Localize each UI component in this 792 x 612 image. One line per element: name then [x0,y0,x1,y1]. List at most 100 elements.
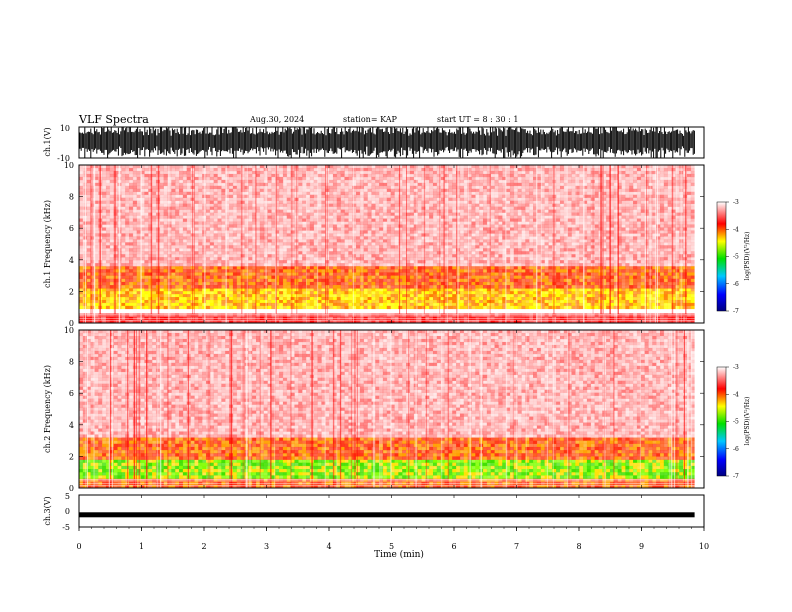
spectrogram-cell [229,197,234,201]
spectrogram-cell [182,170,188,175]
spectrogram-cell [413,285,418,289]
spectrogram-cell [633,299,638,304]
spectrogram-cell [525,302,530,307]
spectrogram-cell [171,194,176,199]
spectrogram-cell [171,182,176,187]
spectrogram-cell [175,251,180,255]
spectrogram-cell [329,266,334,270]
spectrogram-cell [102,299,107,304]
spectrogram-cell [205,200,211,204]
spectrogram-cell [602,319,607,323]
spectrogram-cell [356,313,361,317]
spectrogram-cell [252,242,257,246]
spectrogram-cell [163,203,168,207]
spectrogram-cell [90,291,95,295]
spectrogram-cell [536,305,542,310]
spectrogram-cell [467,297,472,301]
spectrogram-cell [544,285,549,289]
spectrogram-cell [148,215,153,219]
spectrogram-cell [163,206,168,210]
spectrogram-cell [652,285,657,289]
spectrogram-cell [182,257,188,261]
spectrogram-cell [402,272,407,276]
spectrogram-cell [179,173,184,178]
spectrogram-cell [148,203,153,207]
spectrogram-cell [652,291,657,295]
spectrogram-cell [621,305,626,310]
spectrogram-cell [152,209,157,213]
spectrogram-cell [179,212,184,216]
spectrogram-cell [171,179,176,184]
spectrogram-cell [175,281,180,286]
spectrogram-cell [459,269,465,273]
spectrogram-cell [144,218,149,222]
spectrogram-cell [344,285,349,289]
spectrogram-cell [232,233,238,237]
spectrogram-cell [136,291,141,295]
spectrogram-cell [186,197,191,201]
spectrogram-cell [109,188,114,193]
spectrogram-cell [267,182,272,187]
spectrogram-cell [517,272,522,276]
spectrogram-cell [421,285,426,289]
spectrogram-cell [267,224,272,228]
spectrogram-cell [144,257,149,261]
spectrogram-cell [144,191,149,196]
spectrogram-cell [683,266,688,270]
spectrogram-cell [429,272,434,276]
spectrogram-cell [660,305,665,310]
spectrogram-cell [590,294,595,298]
spectrogram-cell [456,278,461,283]
spectrogram-cell [105,197,111,201]
spectrogram-cell [671,302,676,307]
spectrogram-cell [436,297,441,301]
spectrogram-cell [105,302,111,307]
spectrogram-cell [175,278,180,283]
spectrogram-cell [109,206,114,210]
spectrogram-cell [240,212,245,216]
spectrogram-cell [229,236,234,240]
spectrogram-cell [186,242,191,246]
spectrogram-cell [544,305,549,310]
spectrogram-cell [302,294,307,298]
spectrogram-cell [636,291,642,295]
spectrogram-cell [648,319,653,323]
spectrogram-cell [386,278,391,283]
spectrogram-cell [617,266,622,270]
spectrogram-cell [109,275,114,280]
spectrogram-cell [609,305,615,310]
spectrogram-cell [125,319,130,323]
spectrogram-cell [279,305,284,310]
spectrogram-cell [617,319,622,323]
spectrogram-cell [486,266,491,270]
spectrogram-cell [163,215,168,219]
spectrogram-cell [175,191,180,196]
spectrogram-cell [559,272,565,276]
spectrogram-cell [182,251,188,255]
spectrogram-cell [121,291,126,295]
spectrogram-cell [98,294,103,298]
spectrogram-cell [229,233,234,237]
spectrogram-cell [275,288,280,292]
spectrogram-cell [132,239,138,243]
spectrogram-cell [125,209,130,213]
spectrogram-cell [509,278,515,283]
spectrogram-cell [252,294,257,298]
spectrogram-cell [225,188,230,193]
spectrogram-cell [640,299,645,304]
spectrogram-cell [275,269,280,273]
spectrogram-cell [471,302,476,307]
spectrogram-cell [152,215,157,219]
spectrogram-cell [144,200,149,204]
spectrogram-cell [102,212,107,216]
spectrogram-cell [225,236,230,240]
spectrogram-cell [129,285,134,289]
spectrogram-cell [286,281,291,286]
spectrogram-cell [425,285,430,289]
spectrogram-cell [456,294,461,298]
spectrogram-cell [340,269,345,273]
spectrogram-cell [186,254,191,258]
spectrogram-cell [217,188,222,193]
spectrogram-cell [263,165,268,169]
spectrogram-cell [525,294,530,298]
